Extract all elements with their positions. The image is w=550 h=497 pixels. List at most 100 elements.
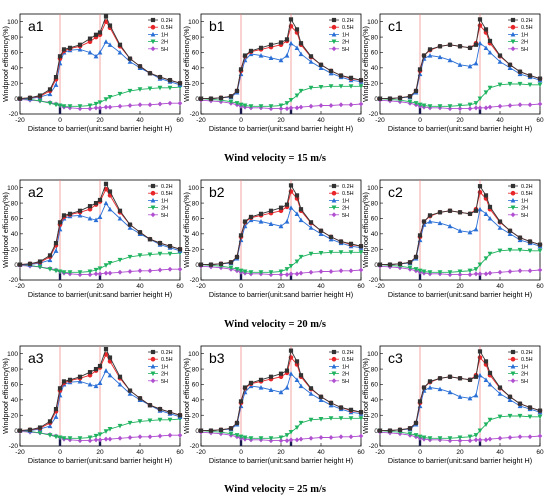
data-point-2H (47, 433, 53, 438)
data-point-0.2H (47, 87, 53, 92)
legend-label: 2H (342, 40, 349, 46)
data-point-2H (537, 414, 543, 420)
legend-label: 0.2H (521, 350, 533, 356)
data-point-2H (117, 91, 123, 97)
data-point-5H (467, 438, 473, 444)
data-point-2H (167, 85, 173, 91)
data-point-0.2H (103, 181, 109, 186)
data-point-1H (457, 228, 463, 233)
data-point-0.2H (77, 374, 83, 379)
legend-marker (150, 356, 156, 362)
data-point-2H (467, 102, 473, 108)
y-tick-label: 20 (11, 80, 19, 87)
data-point-0.2H (318, 228, 324, 233)
panel-label: b2 (209, 184, 225, 200)
data-point-5H (308, 269, 314, 275)
data-point-0.2H (234, 254, 240, 260)
barrier-marker (239, 439, 243, 446)
data-point-2H (37, 430, 43, 436)
data-point-2H (457, 435, 463, 441)
y-tick-label: -20 (9, 277, 19, 284)
x-axis-label: Distance to barrier(unit:sand barrier he… (28, 290, 172, 299)
data-point-5H (177, 266, 183, 272)
legend-marker (331, 363, 337, 369)
data-point-0.2H (177, 247, 183, 252)
legend-marker (510, 183, 516, 189)
legend-label: 2H (342, 372, 349, 378)
y-tick-label: 40 (11, 397, 19, 404)
legend-label: 2H (161, 206, 168, 212)
data-point-1H (278, 389, 284, 395)
y-tick-label: 80 (371, 366, 379, 373)
data-point-0.2H (487, 38, 493, 44)
data-point-2H (87, 269, 93, 275)
legend-marker (510, 349, 516, 355)
data-point-2H (278, 269, 284, 275)
data-point-0.2H (157, 406, 163, 412)
x-tick-label: 40 (317, 449, 325, 456)
data-point-5H (473, 271, 479, 277)
data-point-5H (127, 269, 133, 275)
data-point-2H (487, 251, 493, 257)
data-point-2H (258, 104, 264, 109)
barrier-marker (98, 107, 102, 114)
data-point-5H (328, 103, 334, 109)
data-point-5H (348, 268, 354, 274)
data-point-0.2H (288, 17, 294, 22)
x-tick-label: -20 (375, 449, 385, 456)
legend-label: 0.5H (342, 191, 354, 197)
data-point-2H (298, 420, 304, 426)
legend-label: 5H (342, 379, 349, 385)
data-point-2H (57, 103, 63, 109)
y-tick-label: 40 (192, 231, 200, 238)
data-point-0.2H (67, 211, 73, 216)
data-point-2H (413, 433, 419, 438)
data-point-5H (167, 266, 173, 272)
data-point-2H (103, 429, 109, 434)
data-point-2H (67, 104, 73, 109)
caption-15ms: Wind velocity = 15 m/s (223, 153, 327, 164)
data-point-0.2H (53, 240, 59, 246)
data-point-0.2H (288, 348, 294, 353)
data-point-1H (298, 383, 304, 389)
data-point-1H (127, 391, 133, 396)
legend-label: 1H (161, 32, 168, 38)
chart-panel-b1: -20 0 20 40 60 -20 0 20 40 60 80 100 Distance to bar… (182, 13, 365, 133)
data-point-1H (284, 53, 290, 58)
data-point-2H (238, 268, 244, 274)
legend-marker (150, 378, 156, 384)
data-point-2H (61, 104, 67, 109)
data-point-0.2H (107, 189, 113, 194)
data-point-1H (487, 381, 493, 387)
y-tick-label: 60 (371, 216, 379, 223)
data-point-0.2H (348, 75, 354, 80)
data-point-0.2H (147, 71, 153, 76)
x-tick-label: -20 (196, 117, 206, 124)
data-point-5H (137, 102, 143, 108)
data-point-0.2H (228, 260, 234, 265)
data-point-1H (483, 377, 489, 382)
data-point-2H (318, 250, 324, 256)
data-point-0.2H (67, 45, 73, 50)
data-point-5H (147, 434, 153, 440)
data-point-0.2H (208, 262, 214, 267)
data-point-5H (487, 436, 493, 442)
barrier-marker (418, 439, 422, 446)
y-tick-label: 80 (371, 200, 379, 207)
data-point-5H (137, 268, 143, 274)
data-point-2H (437, 104, 443, 109)
y-tick-label: -20 (9, 111, 19, 118)
data-point-2H (294, 425, 300, 431)
chart-panel-c1: -20 0 20 40 60 -20 0 20 40 60 80 100 Distance to bar… (361, 13, 544, 133)
data-point-1H (97, 214, 103, 220)
data-point-0.2H (537, 76, 543, 81)
data-point-2H (527, 248, 533, 254)
data-point-2H (107, 426, 113, 432)
data-point-2H (268, 104, 274, 109)
data-point-0.2H (208, 428, 214, 433)
data-point-2H (137, 87, 143, 92)
legend-label: 0.2H (161, 350, 173, 356)
data-point-0.2H (308, 54, 314, 59)
data-point-0.2H (377, 262, 383, 267)
